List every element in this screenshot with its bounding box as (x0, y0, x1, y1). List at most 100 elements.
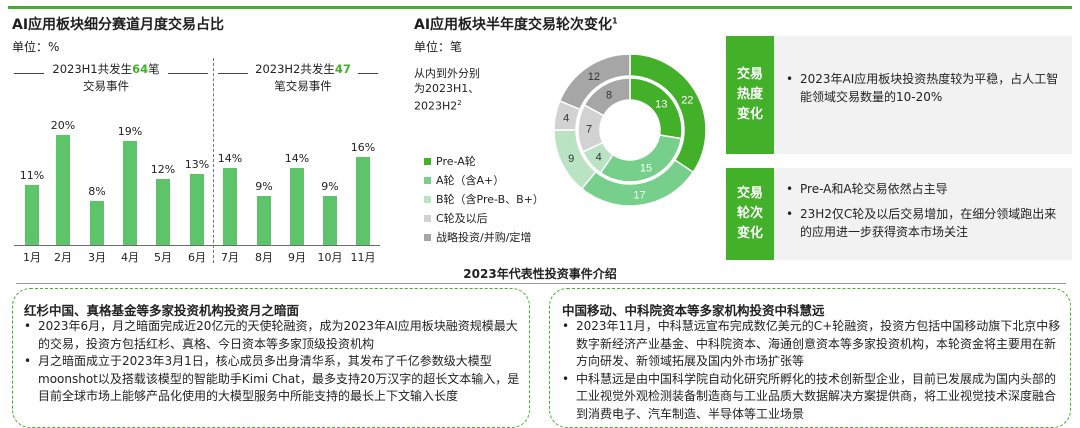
h1-summary: 2023H1共发生64笔 交易事件 (44, 61, 168, 95)
card-paragraph: • 月之暗面成立于2023年3月1日，核心成员多出身清华系，其发布了千亿参数级大模… (24, 353, 520, 406)
bar-3月 (90, 201, 104, 245)
card-body-moonshot: • 2023年6月，月之暗面完成近20亿元的天使轮融资，成为2023年AI应用板块… (24, 318, 520, 406)
legend-item: B轮（含Pre-B、B+） (424, 191, 544, 207)
x-tick-label: 2月 (54, 251, 72, 264)
round-change-tab: 交易 轮次 变化 (726, 168, 774, 260)
legend-swatch (424, 195, 431, 203)
x-tick-label: 10月 (317, 251, 343, 264)
donut-note-line1: 从内到外分别 (414, 67, 480, 80)
bullet-glyph: • (24, 319, 32, 333)
legend-label: A轮（含A+） (436, 174, 505, 187)
round-change-text-2: 23H2仅C轮及以后交易增加，在细分领域跑出来的应用进一步获得资本市场关注 (800, 207, 1057, 239)
tab-line: 变化 (736, 226, 763, 241)
card-body-zkhy: • 2023年11月，中科慧远宣布完成数亿美元的C+轮融资，投资方包括中国移动旗下… (562, 318, 1062, 423)
legend-label: B轮（含Pre-B、B+） (436, 193, 544, 206)
donut-value-label: 13 (655, 99, 667, 111)
h1-summary-prefix: 2023H1共发生 (52, 62, 133, 76)
bar-11月 (356, 157, 370, 245)
investment-card-moonshot (12, 288, 530, 428)
legend-item: 战略投资/并购/定增 (424, 229, 531, 245)
investment-card-zkhy (549, 288, 1071, 428)
bar-value-label: 12% (150, 163, 176, 176)
donut-slice-2023H1-4 (583, 77, 631, 117)
donut-note-footnote: 2 (457, 99, 462, 107)
legend-label: C轮及以后 (436, 212, 488, 225)
round-change-bullet-2: • 23H2仅C轮及以后交易增加，在细分领域跑出来的应用进一步获得资本市场关注 (786, 205, 1065, 241)
section-title: 2023年代表性投资事件介绍 (463, 267, 617, 281)
bar-value-label: 14% (284, 152, 310, 165)
h2-count: 47 (334, 62, 351, 76)
bar-value-label: 11% (19, 168, 45, 182)
donut-value-label: 22 (681, 94, 693, 106)
paragraph-text: 月之暗面成立于2023年3月1日，核心成员多出身清华系，其发布了千亿参数级大模型… (38, 354, 520, 403)
bar-5月 (156, 179, 170, 245)
card-paragraph: • 中科慧远是由中国科学院自动化研究所孵化的技术创新型企业，目前已发展成为国内头部… (562, 371, 1062, 424)
bar-7月 (223, 168, 237, 245)
bar-chart-title: AI应用板块细分赛道月度交易占比 (12, 17, 225, 33)
heat-change-tab: 交易 热度 变化 (726, 36, 774, 154)
legend-swatch (424, 214, 431, 222)
legend-swatch (424, 233, 431, 241)
bullet-glyph: • (786, 182, 794, 196)
card-title-moonshot: 红杉中国、真格基金等多家投资机构投资月之暗面 (24, 303, 300, 318)
card-paragraph: • 2023年6月，月之暗面完成近20亿元的天使轮融资，成为2023年AI应用板块… (24, 318, 520, 353)
legend-swatch (424, 157, 431, 165)
half-year-divider (213, 58, 214, 263)
donut-value-label: 9 (568, 153, 574, 165)
tab-line: 变化 (736, 107, 763, 122)
legend-item: A轮（含A+） (424, 172, 504, 188)
donut-value-label: 15 (640, 163, 652, 175)
tab-line: 交易 (736, 186, 763, 201)
legend-label: Pre-A轮 (436, 155, 476, 168)
x-tick-label: 3月 (88, 251, 106, 264)
h2-summary-suffix: 笔交易事件 (274, 79, 332, 93)
bar-value-label: 13% (184, 157, 210, 171)
legend-item: Pre-A轮 (424, 153, 476, 169)
round-change-box (726, 168, 1072, 260)
x-tick-label: 6月 (188, 251, 206, 264)
summary-rule (168, 73, 208, 74)
bar-8月 (257, 195, 271, 245)
paragraph-text: 2023年11月，中科慧远宣布完成数亿美元的C+轮融资，投资方包括中国移动旗下北… (576, 319, 1061, 368)
bullet-glyph: • (24, 354, 32, 368)
h1-summary-unit: 笔 (148, 62, 160, 76)
heat-change-box (726, 36, 1072, 154)
donut-slice-2023H2-4 (558, 53, 631, 111)
bar-10月 (323, 195, 337, 245)
bar-value-label: 20% (50, 119, 76, 132)
donut-title-text: AI应用板块半年度交易轮次变化 (414, 17, 613, 33)
bullet-glyph: • (562, 371, 570, 386)
card-title-zkhy: 中国移动、中科院资本等多家机构投资中科慧远 (562, 303, 825, 318)
x-tick-label: 9月 (288, 251, 306, 264)
bar-4月 (123, 140, 137, 245)
bar-value-label: 9% (255, 179, 273, 193)
tab-line: 热度 (736, 87, 763, 102)
donut-value-label: 17 (633, 189, 645, 201)
bar-6月 (190, 173, 204, 245)
x-tick-label: 7月 (221, 251, 239, 264)
summary-rule (218, 73, 248, 74)
bar-value-label: 19% (117, 124, 143, 138)
bar-value-label: 14% (217, 152, 243, 165)
donut-value-label: 12 (588, 71, 600, 83)
legend-item: C轮及以后 (424, 210, 488, 226)
bar-chart-unit: 单位：% (12, 40, 60, 54)
tab-line: 轮次 (736, 206, 763, 221)
donut-value-label: 8 (606, 90, 612, 102)
heat-change-bullet: • 2023年AI应用板块投资热度较为平稳，占人工智能领域交易数量的10-20% (786, 70, 1065, 106)
bar-2月 (56, 135, 70, 245)
bar-value-label: 16% (350, 141, 376, 154)
h1-count: 64 (132, 62, 149, 76)
donut-value-label: 7 (586, 124, 592, 136)
top-accent-line (8, 6, 1072, 9)
x-tick-label: 11月 (350, 251, 376, 264)
round-change-text-1: Pre-A和A轮交易依然占主导 (800, 182, 948, 196)
bullet-glyph: • (562, 319, 570, 333)
round-donut-chart: 13 15 4 7 8 22 17 9 4 12 (553, 53, 707, 207)
h2-summary-prefix: 2023H2共发生 (255, 62, 335, 76)
donut-chart-title: AI应用板块半年度交易轮次变化1 (414, 14, 618, 34)
donut-note-line3: 2023H2 (414, 99, 458, 113)
bar-1月 (25, 184, 39, 245)
donut-ring-note: 从内到外分别 为2023H1、 2023H22 (414, 66, 480, 114)
bar-value-label: 9% (321, 179, 339, 193)
